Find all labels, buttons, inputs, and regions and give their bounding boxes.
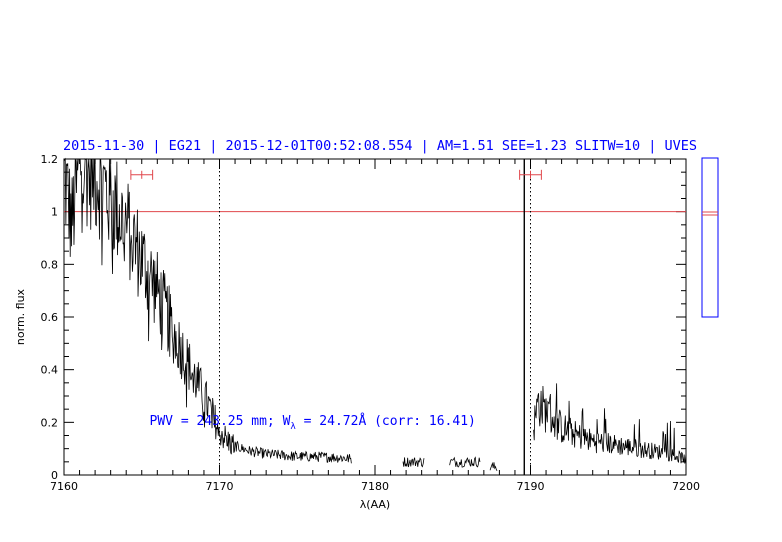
annotation-prefix: PWV = 243.25 mm; W xyxy=(150,414,291,429)
y-tick-label: 0 xyxy=(51,469,58,482)
x-tick-label: 7190 xyxy=(517,480,545,493)
spectrum-line-main xyxy=(63,157,352,464)
error-bars xyxy=(130,169,542,180)
pwv-annotation: PWV = 243.25 mm; Wλ = 24.72Å (corr: 16.4… xyxy=(150,413,476,432)
x-tick-label: 7180 xyxy=(361,480,389,493)
annotation-suffix: = 24.72Å (corr: 16.41) xyxy=(296,413,476,429)
y-axis-label: norm. flux xyxy=(14,288,27,345)
x-axis-label: λ(AA) xyxy=(360,498,390,511)
x-tick-label: 7200 xyxy=(672,480,700,493)
spectrum-line-tail xyxy=(533,383,687,464)
spectrum-line-segment xyxy=(489,461,498,472)
spectrum-line-segment xyxy=(402,457,425,468)
annotation-subscript: λ xyxy=(290,422,296,432)
y-tick-label: 1.2 xyxy=(41,153,59,166)
y-tick-label: 0.2 xyxy=(41,416,59,429)
y-tick-label: 1 xyxy=(51,206,58,219)
x-tick-label: 7170 xyxy=(206,480,234,493)
vertical-markers xyxy=(219,159,531,475)
y-tick-label: 0.8 xyxy=(41,258,59,271)
axis-tick-labels: 7160 7170 7180 7190 7200 0 0.2 0.4 0.6 0.8 1 1.2 xyxy=(41,153,701,493)
inset-box xyxy=(701,157,719,318)
spectrum-line-segment xyxy=(449,456,481,468)
y-tick-label: 0.4 xyxy=(41,364,59,377)
chart-title: 2015-11-30 | EG21 | 2015-12-01T00:52:08.… xyxy=(63,138,697,154)
x-tick-label: 7160 xyxy=(50,480,78,493)
spectrum-series xyxy=(63,157,687,472)
y-tick-label: 0.6 xyxy=(41,311,59,324)
